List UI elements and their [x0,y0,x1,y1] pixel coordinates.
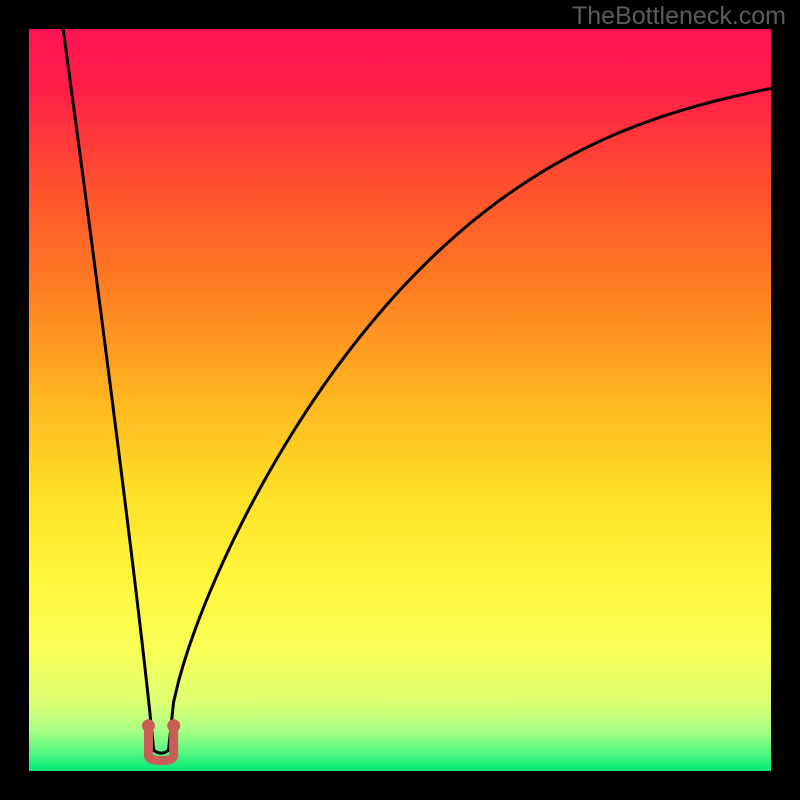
gradient-background [29,29,771,771]
cusp-dot-left [142,719,155,732]
chart-stage: TheBottleneck.com [0,0,800,800]
bottleneck-plot [0,0,800,800]
cusp-dot-right [167,719,180,732]
watermark-text: TheBottleneck.com [572,2,786,31]
